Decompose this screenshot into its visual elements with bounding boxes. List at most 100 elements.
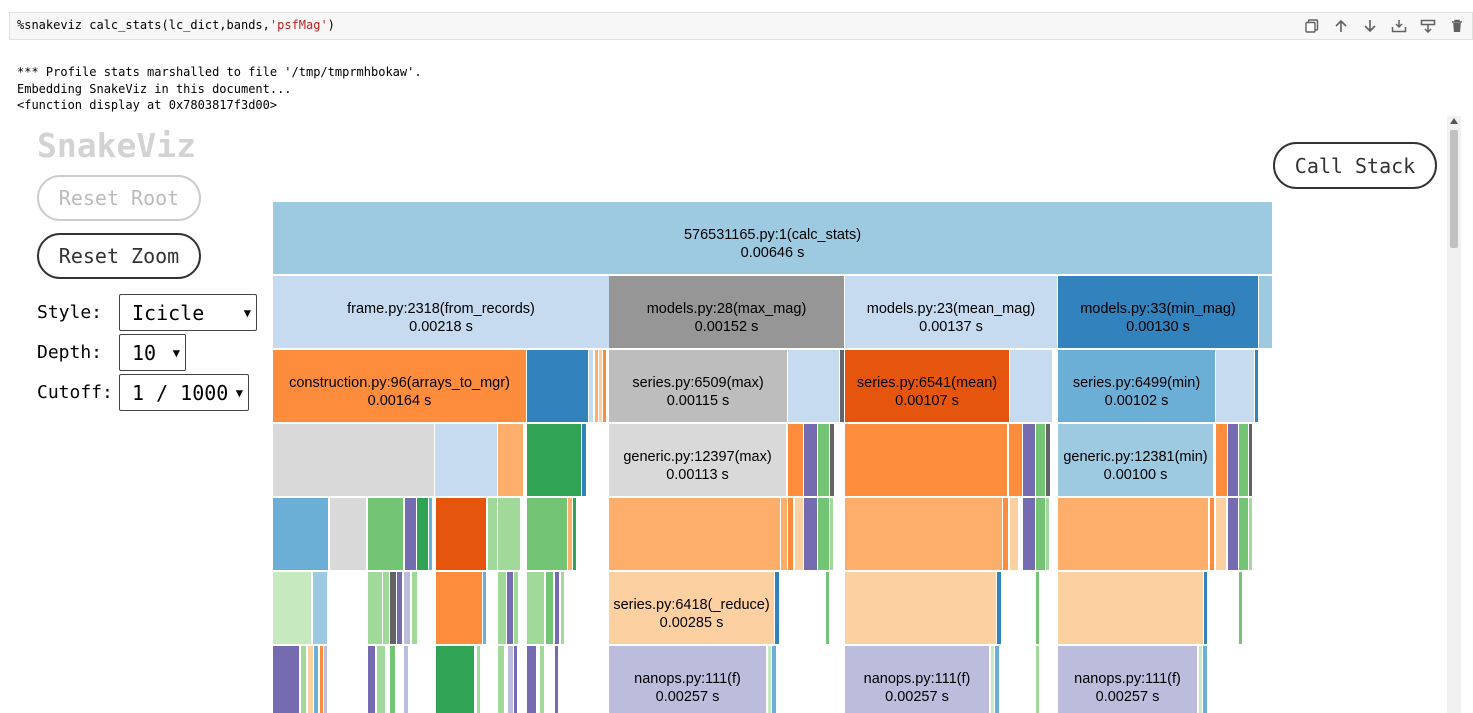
icicle-node-small[interactable]	[527, 350, 588, 422]
icicle-node-small[interactable]	[603, 350, 606, 422]
icicle-node-small[interactable]	[1259, 276, 1272, 348]
icicle-node-small[interactable]	[772, 646, 776, 713]
icicle-node-small[interactable]	[804, 498, 817, 570]
icicle-node-small[interactable]	[435, 424, 497, 496]
icicle-node-small[interactable]	[788, 498, 793, 570]
icicle-node-small[interactable]	[768, 646, 771, 713]
cutoff-select[interactable]: 1 / 1000 ▼	[119, 374, 249, 411]
icicle-node-small[interactable]	[483, 572, 486, 644]
icicle-node-small[interactable]	[330, 498, 366, 570]
icicle-node-small[interactable]	[1239, 572, 1242, 644]
icicle-node-small[interactable]	[775, 572, 779, 644]
icicle-node-small[interactable]	[390, 572, 396, 644]
icicle-node-small[interactable]	[845, 572, 996, 644]
icicle-node-small[interactable]	[1003, 498, 1008, 570]
icicle-node-small[interactable]	[840, 350, 844, 422]
icicle-node[interactable]: models.py:23(mean_mag) 0.00137 s	[845, 276, 1057, 348]
icicle-node-small[interactable]	[488, 498, 497, 570]
icicle-node-small[interactable]	[568, 498, 572, 570]
icicle-node-small[interactable]	[1228, 498, 1238, 570]
icicle-node[interactable]: nanops.py:111(f) 0.00257 s	[609, 646, 766, 713]
icicle-node-small[interactable]	[527, 424, 581, 496]
icicle-node-small[interactable]	[1204, 572, 1207, 644]
icicle-node-small[interactable]	[1199, 646, 1202, 713]
style-select[interactable]: Icicle ▼	[119, 294, 257, 331]
icicle-node-small[interactable]	[301, 646, 306, 713]
icicle-node-small[interactable]	[436, 498, 486, 570]
icicle-node[interactable]: frame.py:2318(from_records) 0.00218 s	[273, 276, 609, 348]
icicle-node-small[interactable]	[273, 646, 299, 713]
icicle-node-small[interactable]	[1023, 498, 1035, 570]
icicle-node[interactable]: series.py:6418(_reduce) 0.00285 s	[609, 572, 774, 644]
icicle-node-small[interactable]	[845, 424, 1007, 496]
icicle-node-small[interactable]	[599, 350, 602, 422]
icicle-node[interactable]: models.py:28(max_mag) 0.00152 s	[609, 276, 844, 348]
icicle-node-small[interactable]	[1010, 350, 1052, 422]
icicle-node-small[interactable]	[540, 646, 544, 713]
icicle-node-small[interactable]	[429, 498, 432, 570]
icicle-node-small[interactable]	[589, 350, 593, 422]
icicle-node-small[interactable]	[273, 424, 434, 496]
icicle-node-small[interactable]	[1203, 646, 1207, 713]
icicle-node-small[interactable]	[826, 572, 829, 644]
icicle-node[interactable]: series.py:6509(max) 0.00115 s	[609, 350, 787, 422]
icicle-node[interactable]: generic.py:12381(min) 0.00100 s	[1058, 424, 1213, 496]
icicle-node-small[interactable]	[498, 572, 506, 644]
icicle-node-small[interactable]	[818, 424, 829, 496]
duplicate-cell-button[interactable]	[1303, 17, 1321, 35]
scrollbar-thumb[interactable]	[1450, 130, 1458, 248]
icicle-node-small[interactable]	[1249, 424, 1252, 496]
icicle-node-small[interactable]	[508, 646, 513, 713]
icicle-node-small[interactable]	[436, 646, 474, 713]
icicle-node-small[interactable]	[320, 646, 323, 713]
icicle-node-small[interactable]	[436, 572, 482, 644]
icicle-node-small[interactable]	[561, 572, 564, 644]
icicle-node-small[interactable]	[1216, 424, 1227, 496]
icicle-node-small[interactable]	[308, 646, 313, 713]
icicle-node-small[interactable]	[609, 498, 780, 570]
insert-below-button[interactable]	[1419, 17, 1437, 35]
icicle-node-small[interactable]	[804, 424, 817, 496]
icicle-node-small[interactable]	[995, 646, 999, 713]
icicle-node[interactable]: series.py:6541(mean) 0.00107 s	[845, 350, 1009, 422]
icicle-node-small[interactable]	[781, 498, 787, 570]
call-stack-button[interactable]: Call Stack	[1273, 142, 1437, 189]
icicle-node-small[interactable]	[1058, 498, 1208, 570]
icicle-node-small[interactable]	[1216, 350, 1254, 422]
icicle-node-small[interactable]	[582, 424, 586, 496]
icicle-node[interactable]: nanops.py:111(f) 0.00257 s	[845, 646, 989, 713]
icicle-node-small[interactable]	[830, 424, 834, 496]
icicle-node-small[interactable]	[368, 572, 382, 644]
move-down-button[interactable]	[1361, 17, 1379, 35]
icicle-node-small[interactable]	[368, 498, 403, 570]
icicle-node-small[interactable]	[527, 646, 536, 713]
icicle-node-small[interactable]	[1216, 498, 1226, 570]
icicle-node-small[interactable]	[595, 350, 598, 422]
icicle-node-small[interactable]	[477, 646, 480, 713]
icicle-node-small[interactable]	[573, 498, 576, 570]
icicle-node-small[interactable]	[368, 646, 375, 713]
depth-select[interactable]: 10 ▼	[119, 334, 186, 371]
icicle-node-small[interactable]	[1228, 424, 1238, 496]
icicle-node[interactable]: nanops.py:111(f) 0.00257 s	[1058, 646, 1197, 713]
icicle-node-small[interactable]	[991, 646, 994, 713]
icicle-node-small[interactable]	[390, 646, 395, 713]
delete-cell-button[interactable]	[1448, 17, 1466, 35]
icicle-node-small[interactable]	[405, 498, 416, 570]
icicle-node-small[interactable]	[314, 646, 318, 713]
icicle-node-small[interactable]	[1010, 498, 1018, 570]
icicle-node-small[interactable]	[1036, 646, 1039, 713]
reset-root-button[interactable]: Reset Root	[37, 175, 201, 221]
icicle-node-small[interactable]	[498, 424, 523, 496]
icicle-node-small[interactable]	[1046, 498, 1049, 570]
move-up-button[interactable]	[1332, 17, 1350, 35]
scroll-up-arrow-icon[interactable]	[1450, 118, 1458, 124]
code-cell-input[interactable]: %snakeviz calc_stats(lc_dict,bands,'psfM…	[9, 12, 1473, 40]
icicle-node[interactable]: models.py:33(min_mag) 0.00130 s	[1058, 276, 1258, 348]
icicle-node-small[interactable]	[1046, 424, 1050, 496]
icicle-node-small[interactable]	[546, 572, 553, 644]
icicle-node-small[interactable]	[498, 498, 520, 570]
icicle-node-small[interactable]	[1058, 572, 1203, 644]
icicle-node-small[interactable]	[383, 572, 389, 644]
icicle-node-small[interactable]	[997, 572, 1001, 644]
